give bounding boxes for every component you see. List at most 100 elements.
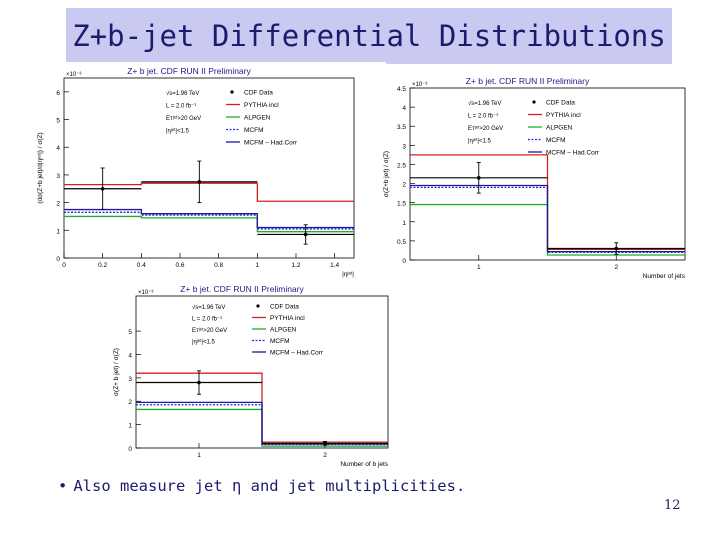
njet-legend-label-data: CDF Data	[546, 100, 575, 107]
njet-y-multiplier: ×10⁻³	[412, 82, 427, 88]
nbjet-series-mcfm_had	[136, 401, 388, 445]
eta-legend-label-data: CDF Data	[244, 90, 273, 97]
njet-legend-label-alpgen: ALPGEN	[546, 125, 573, 132]
nbjet-frame	[135, 295, 389, 449]
eta-x-tick-label: 1	[256, 262, 260, 269]
nbjet-legend-condition: |ηʲᵉᵗ|<1.5	[192, 339, 215, 346]
nbjet-y-multiplier: ×10⁻³	[138, 290, 153, 296]
njet-x-tick-label: 1	[477, 264, 481, 271]
eta-x-tick-label: 0.4	[137, 262, 146, 269]
nbjet-data-point	[323, 441, 327, 446]
njet-y-axis-label: σ(Z+b jet) / σ(Z)	[383, 151, 390, 197]
eta-y-tick-label: 0	[56, 256, 60, 263]
nbjet-x-tick-label: 2	[323, 452, 327, 459]
njet-data-point	[614, 246, 619, 251]
slide-title: Z+b-jet Differential Distributions	[72, 19, 666, 53]
njet-y-tick-label: 4.5	[397, 86, 406, 93]
nbjet-legend-label-mcfm_had: MCFM – Had.Corr	[270, 350, 324, 357]
eta-y-tick-label: 4	[56, 145, 60, 152]
chart-njet-panel: Z+ b jet. CDF RUN II Preliminary ×10⁻³ 0 0.…	[380, 72, 690, 290]
eta-y-axis-label: (dσ(Z+b jet)/d|ηʲᵉᵗ|) / σ(Z)	[37, 132, 44, 203]
eta-legend-marker-data	[230, 90, 234, 94]
nbjet-legend-condition: L = 2.0 fb⁻¹	[192, 317, 222, 323]
nbjet-y-tick-label: 0	[128, 446, 132, 453]
bullet-text: Also measure jet η and jet multiplicitie…	[73, 477, 466, 495]
eta-legend-label-mcfm_had: MCFM – Had.Corr	[244, 140, 298, 147]
nbjet-y-tick-label: 4	[128, 352, 132, 359]
njet-legend-label-mcfm: MCFM	[546, 137, 566, 144]
njet-y-tick-label: 0	[402, 258, 406, 265]
nbjet-y-tick-label: 1	[128, 423, 132, 430]
njet-legend-marker-data	[532, 100, 536, 104]
eta-legend-label-pythia: PYTHIA incl	[244, 102, 279, 109]
eta-series-mcfm	[64, 211, 354, 230]
eta-series-pythia	[64, 182, 354, 202]
nbjet-legend-condition: √s=1.96 TeV	[192, 304, 225, 311]
njet-legend-condition: Eᴛʲᵉᵗ>20 GeV	[468, 125, 503, 132]
njet-y-tick-label: 3.5	[397, 124, 406, 131]
eta-legend-condition: Eᴛʲᵉᵗ>20 GeV	[166, 115, 201, 122]
nbjet-chart-title: Z+ b jet. CDF RUN II Preliminary	[180, 284, 304, 294]
page-number: 12	[664, 498, 681, 513]
njet-x-tick-label: 2	[614, 264, 618, 271]
nbjet-y-tick-label: 5	[128, 329, 132, 336]
eta-y-tick-label: 5	[56, 118, 60, 125]
eta-y-tick-label: 1	[56, 228, 60, 235]
nbjet-legend-label-mcfm: MCFM	[270, 338, 290, 345]
chart-eta: Z+ b jet. CDF RUN II Preliminary ×10⁻³ 0 1 2…	[37, 66, 355, 278]
eta-legend-condition: √s=1.96 TeV	[166, 90, 199, 97]
nbjet-y-tick-label: 2	[128, 399, 132, 406]
njet-y-tick-label: 2.5	[397, 162, 406, 169]
eta-frame	[63, 77, 355, 259]
eta-legend-condition: L = 2.0 fb⁻¹	[166, 104, 196, 110]
njet-chart-title: Z+ b jet. CDF RUN II Preliminary	[466, 76, 590, 86]
eta-legend-label-mcfm: MCFM	[244, 127, 264, 134]
nbjet-legend-condition: Eᴛʲᵉᵗ>20 GeV	[192, 327, 227, 334]
njet-legend-label-pythia: PYTHIA incl	[546, 112, 581, 119]
njet-y-tick-label: 1	[402, 220, 406, 227]
eta-y-multiplier: ×10⁻³	[66, 72, 81, 78]
njet-legend-label-mcfm_had: MCFM – Had.Corr	[546, 150, 600, 157]
title-bar: Z+b-jet Differential Distributions	[66, 8, 672, 64]
nbjet-legend-label-alpgen: ALPGEN	[270, 327, 297, 334]
njet-y-tick-label: 1.5	[397, 201, 406, 208]
chart-njet: Z+ b jet. CDF RUN II Preliminary ×10⁻³ 0 0.…	[383, 76, 686, 280]
njet-x-axis-label: Number of jets	[643, 273, 686, 280]
eta-chart-title: Z+ b jet. CDF RUN II Preliminary	[127, 66, 251, 76]
nbjet-y-axis-label: σ(Z+ b jet) / σ(Z)	[113, 348, 120, 396]
bullet-item: • Also measure jet η and jet multipliciti…	[58, 477, 465, 495]
nbjet-legend-label-data: CDF Data	[270, 304, 299, 311]
eta-x-tick-label: 0	[62, 262, 66, 269]
njet-frame	[409, 87, 686, 261]
njet-legend-condition: |ηʲᵉᵗ|<1.5	[468, 138, 491, 145]
eta-legend-label-alpgen: ALPGEN	[244, 115, 271, 122]
eta-y-tick-label: 3	[56, 173, 60, 180]
nbjet-data-point	[197, 380, 201, 385]
njet-legend-condition: L = 2.0 fb⁻¹	[468, 114, 498, 120]
nbjet-legend-marker-data	[256, 304, 260, 308]
nbjet-legend-label-pythia: PYTHIA incl	[270, 315, 305, 322]
njet-y-tick-label: 4	[402, 105, 406, 112]
nbjet-x-axis-label: Number of b jets	[340, 461, 388, 468]
eta-legend-condition: |ηʲᵉᵗ|<1.5	[166, 128, 189, 135]
eta-data-point	[100, 186, 105, 191]
eta-data-point	[197, 180, 202, 184]
chart-eta-panel: Z+ b jet. CDF RUN II Preliminary ×10⁻³ 0 1 2…	[34, 62, 386, 284]
eta-y-tick-label: 2	[56, 201, 60, 208]
eta-x-tick-label: 1.2	[291, 262, 300, 269]
njet-y-tick-label: 2	[402, 182, 406, 189]
eta-x-axis-label: |ηʲᵉᵗ|	[342, 271, 354, 278]
eta-x-tick-label: 0.6	[175, 262, 184, 269]
eta-data-point	[303, 232, 308, 237]
nbjet-x-tick-label: 1	[197, 452, 201, 459]
njet-data-point	[476, 176, 481, 180]
njet-y-tick-label: 3	[402, 143, 406, 150]
eta-x-tick-label: 0.2	[98, 262, 107, 269]
njet-legend-condition: √s=1.96 TeV	[468, 100, 501, 107]
njet-series-mcfm_had	[410, 184, 685, 253]
eta-x-tick-label: 1.4	[330, 262, 339, 269]
njet-y-tick-label: 0.5	[397, 239, 406, 246]
eta-series-mcfm_had	[64, 208, 354, 229]
chart-nbjet: Z+ b jet. CDF RUN II Preliminary ×10⁻³ 0 1 2…	[113, 284, 389, 468]
eta-series-alpgen	[64, 215, 354, 233]
